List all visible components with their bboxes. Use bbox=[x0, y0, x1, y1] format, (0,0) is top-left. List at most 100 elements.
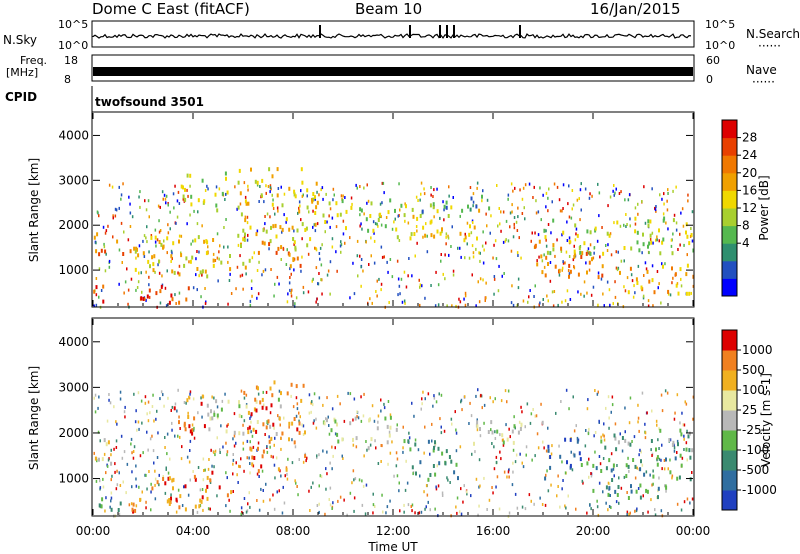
range-cell bbox=[315, 248, 318, 252]
range-cell bbox=[176, 199, 179, 203]
range-cell bbox=[290, 294, 293, 298]
range-cell bbox=[382, 181, 385, 185]
range-cell bbox=[535, 211, 538, 215]
nsky-frame bbox=[91, 20, 695, 48]
range-cell bbox=[430, 284, 432, 287]
range-cell bbox=[264, 268, 267, 272]
range-cell bbox=[134, 249, 137, 254]
range-cell bbox=[120, 434, 123, 438]
range-cell bbox=[129, 211, 132, 215]
range-cell bbox=[389, 499, 391, 503]
range-cell bbox=[238, 464, 240, 468]
range-cell bbox=[464, 291, 467, 295]
range-cell bbox=[568, 274, 570, 279]
range-cell bbox=[686, 253, 688, 257]
range-cell bbox=[651, 454, 653, 457]
range-cell bbox=[521, 212, 524, 215]
range-cell bbox=[439, 231, 442, 236]
range-cell bbox=[249, 416, 251, 420]
range-cell bbox=[494, 239, 497, 243]
range-cell bbox=[244, 218, 247, 223]
range-cell bbox=[187, 286, 190, 291]
range-cell bbox=[494, 397, 496, 401]
range-cell bbox=[352, 261, 354, 265]
range-cell bbox=[144, 297, 146, 301]
range-cell bbox=[601, 226, 603, 229]
range-cell bbox=[654, 513, 657, 517]
range-cell bbox=[165, 201, 167, 205]
range-cell bbox=[478, 485, 480, 489]
range-cell bbox=[600, 469, 603, 473]
range-cell bbox=[568, 184, 570, 188]
range-cell bbox=[473, 441, 475, 446]
range-cell bbox=[184, 427, 187, 432]
range-cell bbox=[594, 389, 596, 392]
range-cell bbox=[683, 437, 685, 441]
range-cell bbox=[646, 269, 649, 274]
range-cell bbox=[247, 427, 249, 431]
range-cell bbox=[387, 270, 389, 274]
range-cell bbox=[244, 265, 247, 270]
range-cell bbox=[540, 254, 543, 259]
range-cell bbox=[320, 475, 323, 479]
range-cell bbox=[359, 207, 362, 212]
range-cell bbox=[438, 392, 440, 396]
range-cell bbox=[119, 484, 122, 487]
range-cell bbox=[242, 441, 244, 445]
range-cell bbox=[285, 263, 288, 266]
range-cell bbox=[608, 233, 611, 238]
range-cell bbox=[480, 393, 482, 397]
range-cell bbox=[613, 221, 615, 225]
range-cell bbox=[365, 440, 367, 443]
range-cell bbox=[416, 216, 419, 221]
range-cell bbox=[679, 453, 682, 458]
range-cell bbox=[248, 491, 250, 495]
nave-dots: ······ bbox=[752, 75, 775, 89]
range-cell bbox=[340, 194, 343, 198]
range-cell bbox=[242, 237, 245, 242]
range-cell bbox=[562, 261, 565, 265]
freq-panel: Freq. [MHz] 18 8 60 0 Nave ······ bbox=[6, 54, 777, 89]
range-cell bbox=[568, 255, 571, 258]
range-cell bbox=[463, 484, 465, 488]
range-cell bbox=[314, 211, 317, 215]
range-cell bbox=[248, 425, 251, 430]
range-cell bbox=[581, 251, 584, 256]
range-cell bbox=[513, 222, 515, 226]
range-cell bbox=[642, 494, 644, 498]
range-cell bbox=[198, 274, 200, 278]
range-cell bbox=[413, 232, 416, 236]
range-cell bbox=[319, 246, 322, 250]
range-cell bbox=[578, 197, 580, 201]
range-cell bbox=[421, 284, 423, 288]
range-cell bbox=[137, 420, 140, 424]
range-cell bbox=[602, 490, 604, 494]
range-cell bbox=[102, 284, 105, 289]
range-cell bbox=[520, 256, 522, 260]
range-cell bbox=[204, 302, 207, 305]
range-cell bbox=[197, 411, 199, 415]
range-cell bbox=[151, 434, 153, 438]
range-cell bbox=[534, 243, 537, 248]
range-cell bbox=[108, 259, 111, 263]
range-cell bbox=[476, 420, 479, 425]
range-cell bbox=[132, 502, 135, 507]
range-cell bbox=[637, 487, 640, 490]
range-cell bbox=[575, 424, 577, 428]
range-cell bbox=[643, 472, 646, 477]
range-cell bbox=[655, 205, 657, 208]
range-cell bbox=[156, 238, 159, 242]
colorbar-tick-label: -500 bbox=[742, 463, 769, 477]
range-cell bbox=[445, 449, 448, 454]
range-cell bbox=[228, 279, 231, 282]
range-cell bbox=[657, 438, 659, 442]
range-cell bbox=[471, 244, 474, 248]
range-cell bbox=[601, 273, 604, 278]
range-cell bbox=[195, 257, 197, 261]
range-cell bbox=[514, 460, 517, 464]
range-cell bbox=[294, 245, 297, 250]
range-cell bbox=[257, 392, 260, 396]
range-cell bbox=[356, 186, 358, 190]
